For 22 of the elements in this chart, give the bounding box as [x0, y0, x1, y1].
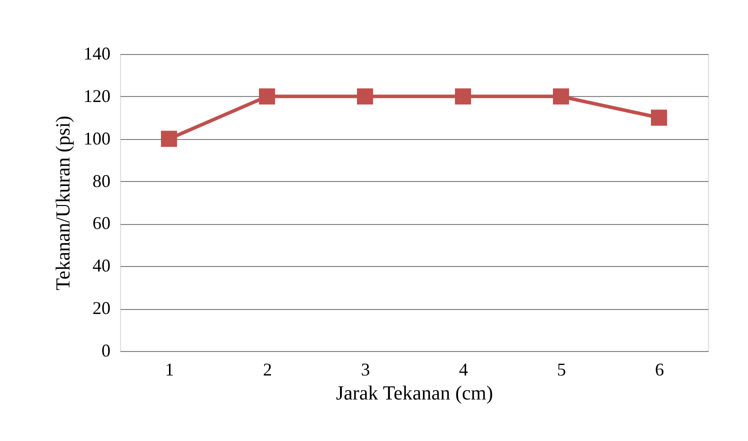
- point: [454, 88, 472, 104]
- y-tick-label: 120: [84, 86, 110, 106]
- y-tick-label: 80: [92, 170, 110, 191]
- x-tick-label: 1: [165, 360, 174, 380]
- point: [258, 88, 276, 104]
- x-axis-title: Jarak Tekanan (cm): [336, 382, 494, 404]
- x-tick-label: 6: [655, 360, 664, 380]
- y-tick-label: 0: [102, 340, 110, 360]
- y-tick-label: 40: [92, 256, 110, 276]
- y-axis-title: Tekanan/Ukuran (psi): [52, 116, 74, 290]
- x-tick-label: 3: [361, 360, 370, 380]
- x-tick-label: 2: [263, 360, 272, 380]
- point: [552, 88, 570, 104]
- x-tick-label: 5: [557, 360, 566, 380]
- point: [356, 88, 374, 104]
- y-tick-label: 60: [92, 213, 110, 234]
- x-tick-label: 4: [459, 360, 468, 380]
- y-tick-label: 100: [84, 128, 110, 148]
- y-tick-label: 140: [84, 44, 110, 64]
- y-tick-label: 20: [92, 298, 110, 318]
- point: [650, 110, 668, 126]
- point: [160, 130, 178, 147]
